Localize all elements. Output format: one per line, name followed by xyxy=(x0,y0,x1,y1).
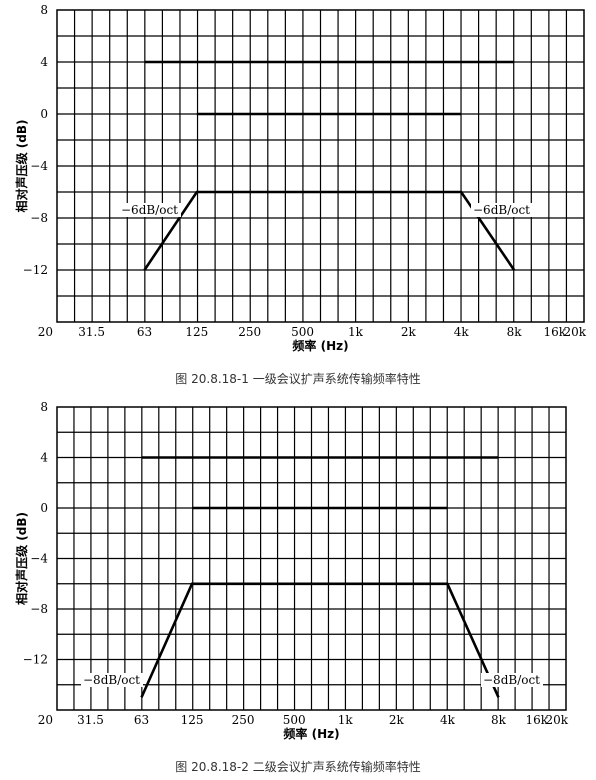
y-tick-label: 8 xyxy=(40,3,48,17)
y-tick-label: −4 xyxy=(30,552,48,566)
y-tick-label: −4 xyxy=(30,159,48,173)
x-tick-label: 31.5 xyxy=(78,325,105,339)
x-tick-label: 16k xyxy=(525,713,548,727)
x-tick-label: 500 xyxy=(291,325,314,339)
x-axis-title: 频率 (Hz) xyxy=(292,338,348,353)
x-tick-label: 20k xyxy=(563,325,586,339)
x-tick-label: 20k xyxy=(545,713,568,727)
y-axis-title: 相对声压级 (dB) xyxy=(14,120,29,213)
y-axis-title: 相对声压级 (dB) xyxy=(14,512,29,605)
x-tick-label: 500 xyxy=(283,713,306,727)
y-tick-label: 0 xyxy=(40,501,48,515)
x-tick-label: 125 xyxy=(185,325,208,339)
x-tick-label: 16k xyxy=(543,325,566,339)
y-tick-label: 0 xyxy=(40,107,48,121)
series-line-3 xyxy=(143,190,516,271)
annotation-background xyxy=(471,203,533,217)
series-line-3 xyxy=(140,582,500,698)
slope-annotation-left: −8dB/oct xyxy=(83,673,140,687)
y-tick-label: −8 xyxy=(30,602,48,616)
annotation-background xyxy=(481,673,543,687)
y-tick-label: −12 xyxy=(23,653,48,667)
y-tick-label: −12 xyxy=(23,263,48,277)
slope-annotation-left: −6dB/oct xyxy=(121,203,178,217)
x-tick-label: 250 xyxy=(238,325,261,339)
annotation-background xyxy=(119,203,181,217)
x-tick-label: 2k xyxy=(401,325,417,339)
x-tick-label: 31.5 xyxy=(77,713,104,727)
y-tick-label: 4 xyxy=(40,451,48,465)
x-axis-title: 频率 (Hz) xyxy=(283,726,339,741)
x-tick-label: 2k xyxy=(389,713,405,727)
chart-panel-2: 8 4 0 −4 −8 −12 20 31.5 63 125 250 500 1k 2k 4k 8k 16k20… xyxy=(14,400,569,774)
y-tick-label: −8 xyxy=(30,211,48,225)
x-tick-label: 125 xyxy=(181,713,204,727)
x-tick-label: 20 xyxy=(38,325,53,339)
x-tick-label: 8k xyxy=(507,325,523,339)
x-tick-label: 63 xyxy=(137,325,152,339)
figure-caption: 图 20.8.18-2 二级会议扩声系统传输频率特性 xyxy=(175,759,420,774)
x-tick-label: 4k xyxy=(440,713,456,727)
figure-caption: 图 20.8.18-1 一级会议扩声系统传输频率特性 xyxy=(175,371,420,386)
slope-annotation-right: −6dB/oct xyxy=(473,203,530,217)
x-tick-label: 1k xyxy=(348,325,364,339)
x-tick-label: 1k xyxy=(338,713,354,727)
chart-panel-1: 8 4 0 −4 −8 −12 20 31.5 63 125 250 500 1k 2k 4k 8k 16k20… xyxy=(14,3,587,386)
x-tick-label: 8k xyxy=(491,713,507,727)
annotation-background xyxy=(81,673,143,687)
y-tick-label: 4 xyxy=(40,55,48,69)
x-tick-label: 4k xyxy=(454,325,470,339)
slope-annotation-right: −8dB/oct xyxy=(483,673,540,687)
x-tick-label: 20 xyxy=(38,713,53,727)
y-tick-label: 8 xyxy=(40,400,48,414)
x-tick-label: 63 xyxy=(134,713,149,727)
x-tick-label: 250 xyxy=(232,713,255,727)
